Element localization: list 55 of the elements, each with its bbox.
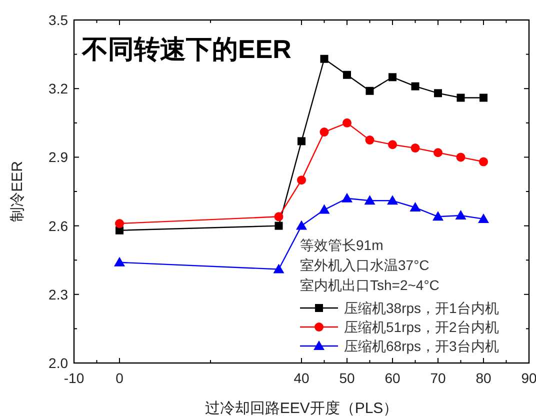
point [479, 157, 488, 166]
point [388, 140, 397, 150]
point [342, 118, 352, 128]
point [455, 210, 466, 220]
x-tick-label: 90 [521, 370, 536, 386]
point [114, 256, 125, 266]
point [480, 94, 488, 102]
y-tick-label: 2.0 [48, 355, 68, 371]
point [298, 137, 306, 146]
y-axis-title: 制冷EER [9, 160, 26, 222]
y-tick-label: 2.9 [48, 149, 68, 166]
point [320, 54, 328, 63]
point [274, 222, 283, 230]
annotation: 室外机入口水温37°C [300, 257, 430, 273]
point [411, 82, 420, 90]
x-tick-label: 80 [476, 370, 492, 386]
point [273, 264, 284, 274]
point [318, 204, 330, 214]
x-tick-label: 0 [116, 370, 124, 386]
point [410, 144, 420, 153]
point [274, 212, 284, 222]
point [456, 94, 465, 102]
annotation: 室内机出口Tsh=2~4°C [300, 277, 440, 293]
point [343, 70, 351, 79]
legend-label: 压缩机51rps，开2台内机 [344, 319, 499, 335]
annotation: 等效管长91m [300, 237, 384, 253]
x-tick-label: -10 [64, 370, 84, 386]
point [365, 136, 374, 145]
point [456, 152, 466, 162]
y-tick-label: 2.3 [48, 286, 68, 302]
point [364, 195, 376, 205]
text: 不同转速下的EER [81, 34, 292, 64]
legend-label: 压缩机38rps，开1台内机 [344, 300, 499, 316]
point [115, 219, 124, 228]
y-tick-label: 2.6 [48, 218, 68, 234]
point [320, 128, 329, 137]
x-tick-label: 60 [384, 370, 400, 386]
point [478, 213, 489, 223]
point [297, 176, 306, 185]
point [388, 73, 396, 82]
point [434, 148, 442, 158]
y-tick-label: 3.2 [48, 80, 68, 97]
legend-label: 压缩机68rps，开3台内机 [344, 338, 499, 354]
x-tick-label: 70 [430, 370, 446, 386]
point [434, 89, 442, 98]
point [387, 195, 398, 205]
point [432, 211, 444, 221]
point [366, 86, 374, 95]
point [410, 202, 421, 212]
x-axis-title: 过冷却回路EEV开度（PLS） [204, 400, 398, 416]
point [342, 192, 352, 202]
x-tick-label: 50 [339, 370, 355, 386]
x-tick-label: 40 [294, 370, 310, 386]
point [296, 220, 307, 230]
y-tick-label: 3.5 [48, 12, 68, 28]
